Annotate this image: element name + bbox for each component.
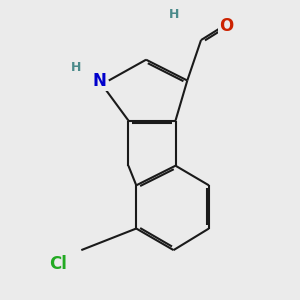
Text: H: H (71, 61, 81, 74)
Text: H: H (169, 8, 179, 21)
Text: Cl: Cl (49, 255, 67, 273)
Text: N: N (92, 71, 106, 89)
Text: O: O (219, 17, 234, 35)
